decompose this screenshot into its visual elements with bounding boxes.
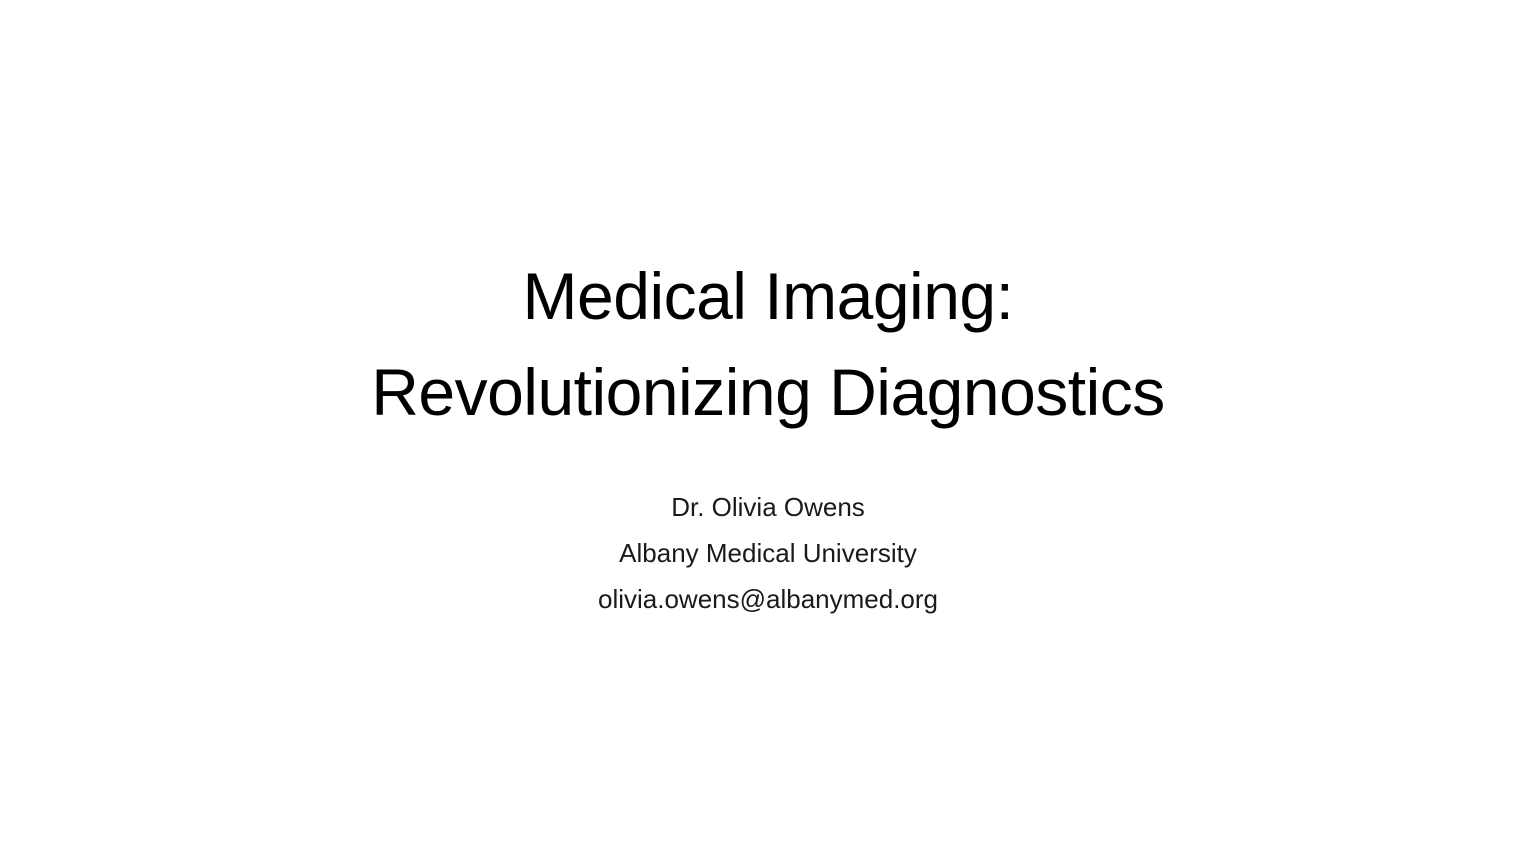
slide-title: Medical Imaging: Revolutionizing Diagnos… (0, 248, 1536, 440)
presenter-name: Dr. Olivia Owens (671, 492, 865, 522)
slide-title-line-2: Revolutionizing Diagnostics (371, 355, 1165, 429)
presenter-email: olivia.owens@albanymed.org (597, 584, 939, 614)
slide-subtitle: Dr. Olivia Owens Albany Medical Universi… (0, 484, 1536, 622)
presenter-affiliation: Albany Medical University (619, 538, 917, 568)
slide-title-line-1: Medical Imaging: (522, 259, 1014, 333)
